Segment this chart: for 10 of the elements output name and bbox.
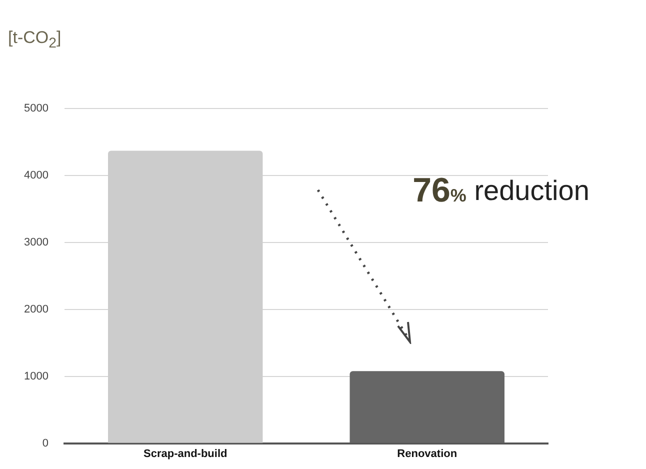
annotation: 76% reduction: [412, 172, 590, 210]
y-tick-label: 4000: [24, 170, 48, 182]
x-tick-label: Scrap-and-build: [143, 448, 228, 460]
y-tick-label: 1000: [24, 370, 48, 382]
y-axis-title: [t-CO$_{2}$]: [8, 28, 62, 52]
x-tick-label: Renovation: [397, 448, 458, 460]
y-tick-label: 5000: [24, 102, 48, 115]
y-tick-label: 3000: [24, 236, 48, 249]
y-tick-label: 0: [42, 437, 48, 450]
y-tick-label: 2000: [24, 304, 48, 316]
